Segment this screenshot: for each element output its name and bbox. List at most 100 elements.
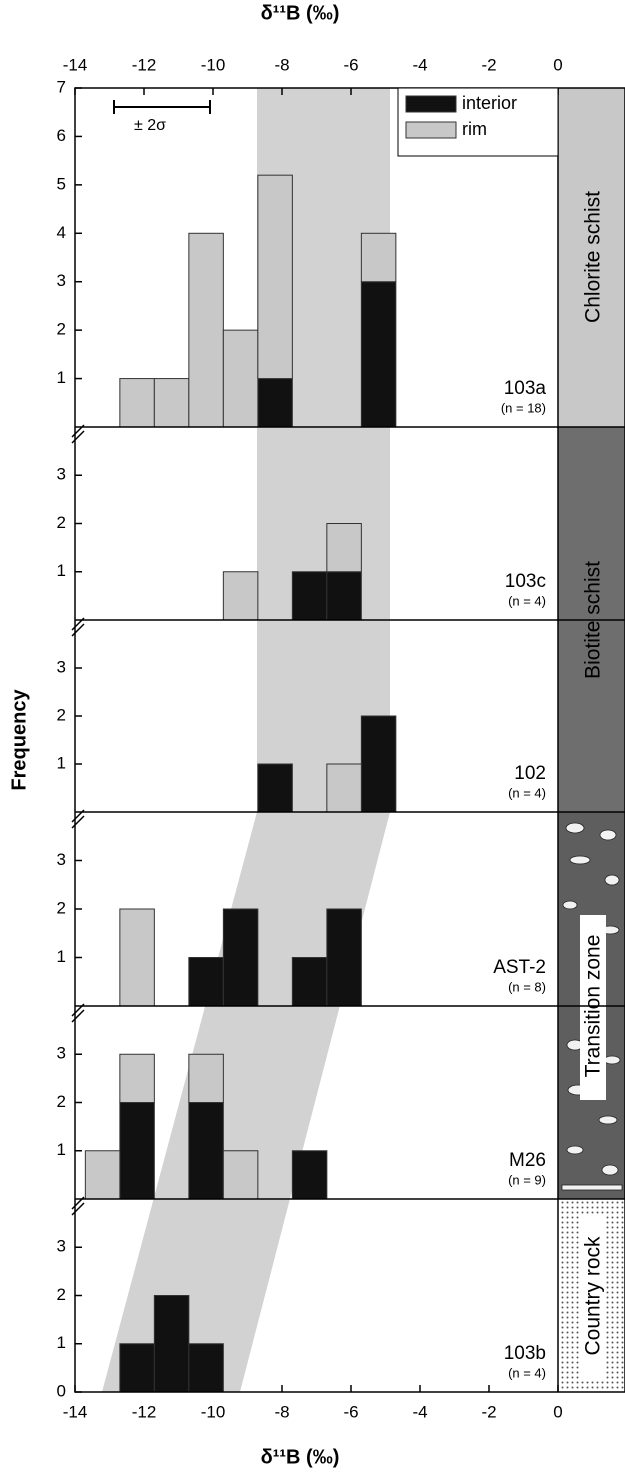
x-axis-title: δ¹¹B (‰) bbox=[261, 1446, 340, 1468]
y-tick-label: 3 bbox=[57, 271, 66, 290]
axis-break bbox=[71, 815, 85, 829]
n-label: (n = 9) bbox=[508, 1172, 546, 1187]
y-tick-label: 6 bbox=[57, 126, 66, 145]
x-tick-label: -10 bbox=[201, 1402, 226, 1421]
y-tick-label: 3 bbox=[57, 1237, 66, 1256]
axis-break bbox=[71, 809, 85, 823]
bar-segment bbox=[291, 571, 328, 621]
y-tick-label: 2 bbox=[57, 705, 66, 724]
bar-segment bbox=[119, 1343, 155, 1393]
sample-label: AST-2 bbox=[493, 957, 546, 978]
x-tick-label: 0 bbox=[553, 1402, 562, 1421]
axis-break bbox=[71, 617, 85, 631]
x-tick-label: -14 bbox=[63, 55, 88, 74]
sample-label: 102 bbox=[514, 763, 546, 784]
error-bar bbox=[113, 100, 211, 114]
x-tick-label: -8 bbox=[274, 55, 289, 74]
bar-segment bbox=[326, 763, 362, 813]
n-label: (n = 4) bbox=[508, 1365, 546, 1380]
x-tick-label: -4 bbox=[412, 1402, 427, 1421]
sample-label: 103c bbox=[505, 571, 546, 592]
axis-break bbox=[71, 1196, 85, 1210]
bar-segment bbox=[119, 1053, 155, 1103]
bar-segment bbox=[360, 715, 397, 813]
bar-segment bbox=[291, 957, 328, 1007]
axis-break bbox=[71, 1009, 85, 1023]
sample-label: M26 bbox=[509, 1150, 546, 1171]
lithology-label: Country rock bbox=[582, 1236, 605, 1356]
bar-segment bbox=[119, 378, 155, 428]
axis-break bbox=[71, 623, 85, 637]
frame bbox=[74, 87, 625, 1393]
bar-segment bbox=[188, 957, 224, 1007]
legend-label: interior bbox=[462, 93, 517, 113]
y-tick-label: 2 bbox=[57, 1285, 66, 1304]
bar-segment bbox=[153, 1295, 190, 1393]
x-tick-label: -8 bbox=[274, 1402, 289, 1421]
sample-label: 103b bbox=[504, 1343, 546, 1364]
bar-segment bbox=[291, 1150, 328, 1200]
y-tick-label: 2 bbox=[57, 513, 66, 532]
x-axis-title: δ¹¹B (‰) bbox=[261, 2, 340, 24]
x-tick-label: -12 bbox=[132, 1402, 157, 1421]
x-tick-label: -12 bbox=[132, 55, 157, 74]
n-label: (n = 4) bbox=[508, 785, 546, 800]
bar-segment bbox=[222, 329, 259, 428]
bar-segment bbox=[326, 571, 362, 621]
x-tick-label: -6 bbox=[343, 55, 358, 74]
y-tick-label: 2 bbox=[57, 320, 66, 339]
y-tick-label: 1 bbox=[57, 1140, 66, 1159]
bar-segment bbox=[153, 378, 190, 428]
bar-segment bbox=[326, 908, 362, 1007]
n-label: (n = 4) bbox=[508, 593, 546, 608]
bar-segment bbox=[84, 1150, 121, 1200]
bar-segment bbox=[257, 763, 293, 813]
litho-chlorite bbox=[558, 88, 625, 427]
legend-label: rim bbox=[462, 119, 487, 139]
axis-break bbox=[71, 1003, 85, 1017]
n-label: (n = 18) bbox=[501, 400, 546, 415]
x-tick-label: -10 bbox=[201, 55, 226, 74]
bar-segment bbox=[326, 523, 362, 573]
legend-swatch bbox=[405, 95, 457, 113]
y-axis-title: Frequency bbox=[8, 689, 30, 791]
bar-segment bbox=[119, 1102, 155, 1200]
x-tick-label: 0 bbox=[553, 55, 562, 74]
y-tick-label: 5 bbox=[57, 174, 66, 193]
bar-segment bbox=[257, 378, 293, 428]
y-tick-label: 4 bbox=[57, 223, 66, 242]
legend-swatch bbox=[405, 121, 457, 139]
x-tick-label: -14 bbox=[63, 1402, 88, 1421]
bar-segment bbox=[360, 281, 397, 428]
bar-segment bbox=[222, 1150, 259, 1200]
y-tick-label: 1 bbox=[57, 561, 66, 580]
y-tick-label: 3 bbox=[57, 1044, 66, 1063]
bar-segment bbox=[222, 571, 259, 621]
n-label: (n = 8) bbox=[508, 979, 546, 994]
bar-segment bbox=[188, 232, 224, 428]
transition-clasts bbox=[561, 822, 623, 1191]
y-tick-label: 0 bbox=[57, 1381, 66, 1400]
x-tick-label: -2 bbox=[481, 1402, 496, 1421]
y-tick-label: 3 bbox=[57, 850, 66, 869]
shaded-band bbox=[102, 88, 390, 1392]
lithology-label: Chlorite schist bbox=[582, 191, 605, 323]
axis-break bbox=[71, 430, 85, 444]
bar-segment bbox=[119, 908, 155, 1007]
bar-segment bbox=[257, 174, 293, 380]
y-tick-label: 1 bbox=[57, 947, 66, 966]
axis-break bbox=[71, 424, 85, 438]
y-tick-label: 3 bbox=[57, 465, 66, 484]
x-tick-label: -6 bbox=[343, 1402, 358, 1421]
y-tick-label: 1 bbox=[57, 368, 66, 387]
plot: -14 -14 -12 -12 -10 -10 -8 -8 -6 -6 -4 -4 -2 -2 0 0 1 2 3 4… bbox=[57, 55, 625, 1421]
sample-label: 103a bbox=[504, 378, 547, 399]
label-bg bbox=[580, 915, 606, 1100]
label-bg bbox=[580, 1215, 606, 1380]
y-tick-label: 3 bbox=[57, 657, 66, 676]
bar-segment bbox=[188, 1053, 224, 1103]
y-tick-label: 2 bbox=[57, 898, 66, 917]
bar-segment bbox=[188, 1102, 224, 1200]
y-tick-label: 7 bbox=[57, 77, 66, 96]
